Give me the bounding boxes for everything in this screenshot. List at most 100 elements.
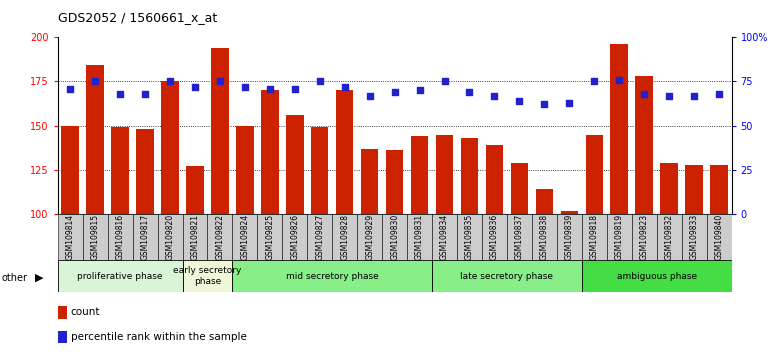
Text: GSM109838: GSM109838 [540, 214, 549, 260]
Text: GSM109835: GSM109835 [465, 214, 474, 260]
Text: GSM109818: GSM109818 [590, 214, 599, 260]
Text: GSM109830: GSM109830 [390, 214, 399, 260]
Bar [511, 163, 528, 354]
Bar [82, 214, 108, 260]
Bar [382, 214, 407, 260]
Bar [607, 214, 631, 260]
Bar [631, 214, 657, 260]
Text: mid secretory phase: mid secretory phase [286, 272, 379, 281]
Text: GSM109828: GSM109828 [340, 214, 350, 260]
Bar [585, 135, 603, 354]
Bar [436, 135, 454, 354]
Bar [207, 214, 233, 260]
Point [114, 91, 126, 97]
Text: GSM109826: GSM109826 [290, 214, 300, 260]
Bar [233, 260, 432, 292]
Bar [486, 145, 503, 354]
Bar [411, 136, 428, 354]
Bar [108, 214, 132, 260]
Bar [507, 214, 532, 260]
Text: GSM109824: GSM109824 [240, 214, 249, 260]
Bar [707, 214, 732, 260]
Text: GSM109823: GSM109823 [640, 214, 648, 260]
Text: count: count [71, 307, 100, 318]
Text: late secretory phase: late secretory phase [460, 272, 554, 281]
Text: GSM109817: GSM109817 [141, 214, 149, 260]
Point [413, 87, 426, 93]
Text: ▶: ▶ [35, 273, 44, 283]
Bar [457, 214, 482, 260]
Point [514, 98, 526, 104]
Point [189, 84, 201, 90]
Bar [582, 214, 607, 260]
Bar [710, 165, 728, 354]
Bar [307, 214, 332, 260]
Bar [132, 214, 158, 260]
Point [263, 86, 276, 91]
Text: other: other [2, 273, 28, 283]
Text: early secretory
phase: early secretory phase [173, 267, 242, 286]
Point [89, 79, 102, 84]
Text: proliferative phase: proliferative phase [77, 272, 163, 281]
Text: GSM109822: GSM109822 [216, 214, 224, 260]
Text: GDS2052 / 1560661_x_at: GDS2052 / 1560661_x_at [58, 11, 217, 24]
Point [613, 77, 625, 82]
Bar [257, 214, 283, 260]
Text: GSM109836: GSM109836 [490, 214, 499, 260]
Point [388, 89, 400, 95]
Text: GSM109839: GSM109839 [565, 214, 574, 260]
Point [214, 79, 226, 84]
Point [488, 93, 500, 98]
Bar [336, 90, 353, 354]
Bar [182, 260, 233, 292]
Bar [532, 214, 557, 260]
Bar [635, 76, 653, 354]
Text: percentile rank within the sample: percentile rank within the sample [71, 332, 246, 342]
Bar [536, 189, 553, 354]
Point [464, 89, 476, 95]
Bar [611, 44, 628, 354]
Bar [86, 65, 104, 354]
Bar [186, 166, 204, 354]
Bar [211, 48, 229, 354]
Bar [161, 81, 179, 354]
Bar [58, 260, 182, 292]
Bar [407, 214, 432, 260]
Text: GSM109815: GSM109815 [91, 214, 99, 260]
Text: GSM109831: GSM109831 [415, 214, 424, 260]
Point [64, 86, 76, 91]
Point [339, 84, 351, 90]
Text: GSM109825: GSM109825 [266, 214, 274, 260]
Bar [582, 260, 732, 292]
Bar [158, 214, 182, 260]
Text: GSM109832: GSM109832 [665, 214, 674, 260]
Bar [58, 214, 82, 260]
Text: GSM109840: GSM109840 [715, 214, 724, 260]
Point [438, 79, 450, 84]
Point [588, 79, 601, 84]
Bar [432, 214, 457, 260]
Bar [557, 214, 582, 260]
Text: ambiguous phase: ambiguous phase [617, 272, 697, 281]
Point [164, 79, 176, 84]
Text: GSM109816: GSM109816 [116, 214, 125, 260]
Bar [286, 115, 303, 354]
Text: GSM109834: GSM109834 [440, 214, 449, 260]
Text: GSM109820: GSM109820 [166, 214, 175, 260]
Point [139, 91, 151, 97]
Bar [361, 149, 378, 354]
Point [663, 93, 675, 98]
Bar [233, 214, 257, 260]
Text: GSM109829: GSM109829 [365, 214, 374, 260]
Bar [62, 126, 79, 354]
Bar [685, 165, 703, 354]
Point [363, 93, 376, 98]
Bar [236, 126, 253, 354]
Bar [386, 150, 403, 354]
Text: GSM109833: GSM109833 [690, 214, 698, 260]
Text: GSM109814: GSM109814 [65, 214, 75, 260]
Bar [657, 214, 681, 260]
Point [638, 91, 651, 97]
Text: GSM109819: GSM109819 [614, 214, 624, 260]
Bar [357, 214, 382, 260]
